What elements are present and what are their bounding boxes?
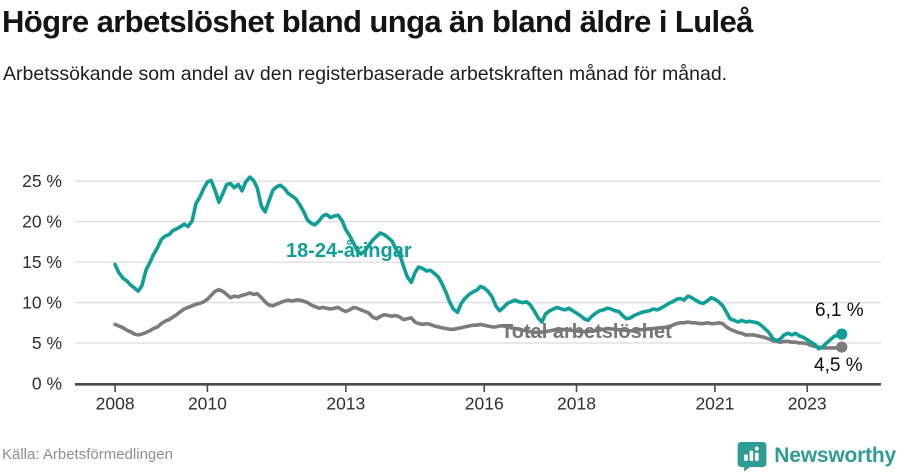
page-subtitle: Arbetssökande som andel av den registerb…	[3, 63, 728, 85]
y-tick-label: 10 %	[22, 293, 62, 313]
page-title: Högre arbetslöshet bland unga än bland ä…	[2, 4, 753, 39]
series-line-youth	[113, 175, 844, 351]
series-line-total	[113, 287, 844, 350]
end-value-label-total: 4,5 %	[814, 355, 863, 376]
y-tick-label: 15 %	[22, 252, 62, 272]
newsworthy-bubble-chart-icon	[737, 441, 767, 472]
y-tick-label: 25 %	[22, 171, 62, 191]
end-dot-total	[836, 341, 848, 353]
end-dot-youth	[836, 328, 848, 340]
source-note: Källa: Arbetsförmedlingen	[2, 446, 173, 463]
y-tick-label: 0 %	[32, 374, 62, 394]
newsworthy-wordmark: Newsworthy	[774, 444, 896, 467]
x-tick-label: 2013	[326, 394, 365, 414]
chart-canvas: 0 % 5 % 10 % 15 % 20 % 25 % 2008 2010 2013 2016 20…	[22, 171, 881, 414]
x-tick-label: 2008	[96, 394, 135, 414]
y-tick-label: 20 %	[22, 212, 62, 232]
x-tick-label: 2010	[188, 394, 227, 414]
x-tick-label: 2018	[557, 394, 596, 414]
series-label-total: Total arbetslöshet	[501, 321, 672, 343]
x-tick-label: 2021	[695, 394, 734, 414]
x-tick-label: 2016	[465, 394, 504, 414]
series-label-youth: 18-24-åringar	[286, 240, 412, 262]
y-tick-label: 5 %	[32, 333, 62, 353]
end-value-label-youth: 6,1 %	[815, 300, 864, 321]
x-tick-label: 2023	[788, 394, 827, 414]
newsworthy-logo: Newsworthy	[737, 440, 896, 472]
